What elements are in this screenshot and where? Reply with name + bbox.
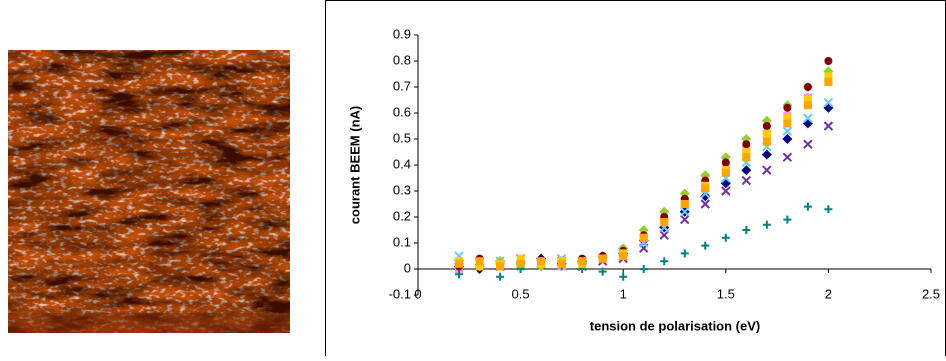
point <box>680 200 689 208</box>
point <box>639 233 648 242</box>
point <box>721 158 730 167</box>
point <box>742 226 751 234</box>
y-tick-label: 0.9 <box>393 26 411 41</box>
point <box>557 259 566 268</box>
point <box>803 139 813 149</box>
point <box>803 113 813 123</box>
point <box>762 220 771 229</box>
y-tick-label: 0.1 <box>393 234 411 249</box>
point <box>783 114 792 123</box>
point <box>823 97 834 108</box>
point <box>701 184 710 193</box>
x-tick-label: 0 <box>414 286 421 301</box>
point <box>475 257 484 266</box>
point <box>496 262 505 271</box>
point <box>742 148 751 156</box>
y-tick-label: 0.4 <box>393 156 411 171</box>
point <box>721 186 731 196</box>
y-tick-label: 0 <box>404 260 411 275</box>
point <box>619 252 628 260</box>
point <box>803 202 812 211</box>
point <box>762 165 772 175</box>
point <box>782 126 793 136</box>
point <box>824 72 833 81</box>
point <box>721 233 730 242</box>
point <box>762 137 771 146</box>
stm-image <box>8 50 290 333</box>
point <box>680 214 690 225</box>
y-tick-label: 0.7 <box>393 78 411 93</box>
y-tick-label: 0.8 <box>393 52 411 67</box>
chart: tension de polarisation (eV) courant BEE… <box>347 26 940 333</box>
point <box>761 149 772 160</box>
point <box>455 270 464 279</box>
point <box>700 191 711 202</box>
x-tick-label: 1 <box>620 286 627 301</box>
point <box>762 129 771 138</box>
point <box>516 254 525 263</box>
point <box>721 168 730 177</box>
point <box>598 254 607 263</box>
y-tick-label: 0.2 <box>393 208 411 223</box>
point <box>516 259 525 268</box>
point <box>659 230 669 240</box>
point <box>783 215 792 224</box>
point <box>762 122 771 130</box>
point <box>455 259 464 268</box>
point <box>802 118 813 129</box>
point <box>537 257 546 266</box>
point <box>680 249 689 258</box>
y-tick-label: 0.5 <box>393 130 411 145</box>
point <box>475 262 484 271</box>
point <box>824 57 833 65</box>
x-tick-label: 2.5 <box>922 286 940 301</box>
x-tick-label: 1.5 <box>717 286 735 301</box>
y-axis-title: courant BEEM (nA) <box>347 106 362 224</box>
y-tick-label: 0.6 <box>393 104 411 119</box>
y-tick-label: 0.3 <box>393 182 411 197</box>
point <box>660 218 669 227</box>
point <box>598 267 607 276</box>
point <box>742 153 751 162</box>
point <box>741 175 752 186</box>
point <box>803 96 812 104</box>
point <box>680 207 690 217</box>
y-tick-label: -0.1 <box>389 286 411 301</box>
point <box>823 121 834 131</box>
point <box>782 152 793 162</box>
point <box>823 102 834 113</box>
point <box>782 134 793 144</box>
point <box>639 265 648 273</box>
point <box>803 101 812 110</box>
point <box>742 140 751 149</box>
point <box>803 83 812 91</box>
x-tick-label: 0.5 <box>512 286 530 301</box>
point <box>496 272 505 281</box>
point <box>824 205 833 214</box>
x-axis-title: tension de polarisation (eV) <box>590 318 760 333</box>
point <box>824 77 833 86</box>
point <box>700 199 710 209</box>
x-tick-label: 2 <box>825 286 832 301</box>
point <box>783 103 792 112</box>
point <box>619 272 628 281</box>
point <box>578 257 587 266</box>
point <box>660 257 669 266</box>
point <box>783 119 792 128</box>
point <box>741 165 752 176</box>
point <box>701 241 710 250</box>
